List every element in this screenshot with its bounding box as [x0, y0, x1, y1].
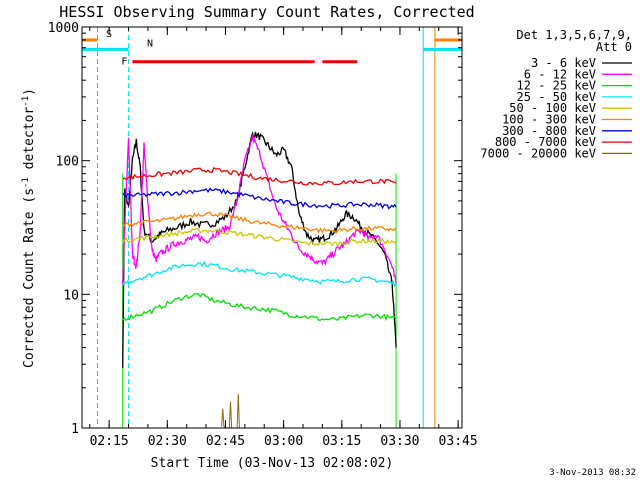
- legend-entry-label: 800 - 7000 keV: [495, 135, 596, 149]
- axis-ticks: 1 10 100 1000 02:15 02:30 02:45 03:00 03:15 03:30…: [48, 21, 478, 449]
- x-tick-label: 02:45: [206, 434, 245, 449]
- y-tick-label: 100: [56, 155, 79, 170]
- y-axis-label-end: ): [22, 88, 37, 96]
- y-axis-label: Corrected Count Rate (s-1 detector-1): [21, 88, 37, 368]
- series-line-1: [122, 134, 397, 286]
- y-tick-label: 1000: [48, 21, 79, 36]
- x-tick-label: 03:00: [264, 434, 303, 449]
- x-tick-label: 03:45: [439, 434, 478, 449]
- series-line-6: [122, 187, 397, 210]
- footer-timestamp: 3-Nov-2013 08:32: [549, 468, 636, 478]
- legend-entry-label: 50 - 100 keV: [509, 101, 596, 115]
- legend-entry-label: 12 - 25 keV: [517, 79, 596, 93]
- legend-entry-label: 300 - 800 keV: [502, 124, 596, 138]
- legend-entry-label: 100 - 300 keV: [502, 113, 596, 127]
- legend-entry-label: 3 - 6 keV: [531, 56, 596, 70]
- series-line-8: [221, 393, 240, 428]
- x-tick-label: 02:15: [90, 434, 129, 449]
- series-line-7: [122, 167, 397, 186]
- series-line-5: [122, 211, 397, 234]
- y-axis-label-sup1: -1: [21, 177, 31, 188]
- x-axis-label: Start Time (03-Nov-13 02:08:02): [151, 456, 394, 471]
- y-axis-label-mid: detector: [22, 107, 37, 178]
- legend-entry-label: 6 - 12 keV: [524, 67, 596, 81]
- x-tick-label: 02:30: [148, 434, 187, 449]
- legend-header-line-2: Att 0: [596, 40, 632, 54]
- x-tick-label: 03:30: [380, 434, 419, 449]
- flag-label-f: F: [121, 57, 127, 68]
- legend-entry-label: 25 - 50 keV: [517, 90, 596, 104]
- series-line-4: [122, 228, 397, 248]
- series-line-0: [122, 131, 397, 368]
- y-axis-label-sup2: -1: [21, 96, 31, 107]
- plot-frame: [81, 26, 463, 429]
- legend-header-line-1: Det 1,3,5,6,7,9,: [516, 28, 632, 42]
- series-line-3: [122, 260, 397, 288]
- chart-title: HESSI Observing Summary Count Rates, Cor…: [59, 3, 474, 21]
- y-axis-label-main: Corrected Count Rate (s: [22, 188, 37, 368]
- y-tick-label: 10: [63, 288, 79, 303]
- series-line-2: [122, 293, 397, 322]
- x-tick-label: 03:15: [322, 434, 361, 449]
- legend-entry-label: 7000 - 20000 keV: [480, 146, 596, 160]
- flag-label-n: N: [147, 38, 153, 49]
- y-tick-label: 1: [71, 422, 79, 437]
